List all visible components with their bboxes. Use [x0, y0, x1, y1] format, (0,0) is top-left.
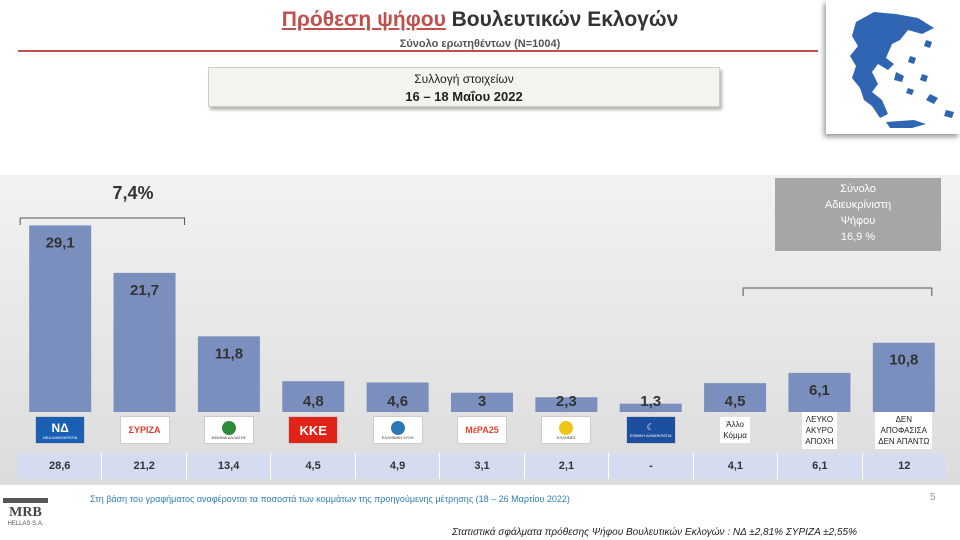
bar-value-label: 10,8 — [889, 352, 918, 369]
bar-value-label: 4,8 — [303, 393, 324, 410]
previous-value: 4,9 — [356, 453, 441, 479]
previous-value: 6,1 — [778, 453, 863, 479]
difference-bracket — [19, 217, 186, 225]
bar-value-label: 29,1 — [46, 234, 75, 251]
logo-badge: ΝΔ ΝΕΑ ΔΗΜΟΚΡΑΤΙΑ — [35, 416, 86, 444]
page-number: 5 — [930, 492, 936, 503]
bar-value-label: 6,1 — [809, 382, 830, 399]
previous-value: 28,6 — [18, 453, 103, 479]
logo-badge: ΚΙΝΗΜΑ ΑΛΛΑΓΗΣ — [203, 416, 254, 444]
party-logo-11: ΔΕΝ ΑΠΟΦΑΣΙΣΑ ΔΕΝ ΑΠΑΝΤΩ — [875, 411, 933, 449]
category-label: Άλλο Κόμμα — [720, 417, 750, 443]
period-label: Συλλογή στοιχείων — [414, 72, 514, 86]
bar-4 — [282, 381, 345, 412]
party-logo-10: ΛΕΥΚΟ ΑΚΥΡΟ ΑΠΟΧΗ — [790, 411, 848, 449]
bar-value-label: 3 — [478, 393, 486, 410]
bar-value-label: 21,7 — [130, 282, 159, 299]
title-part-2: Βουλευτικών Εκλογών — [451, 8, 679, 31]
previous-value: 13,4 — [187, 453, 272, 479]
party-logo-3: ΚΙΝΗΜΑ ΑΛΛΑΓΗΣ — [200, 414, 258, 446]
logo-badge: ☾ ΕΘΝΙΚΗ ΔΗΜΟΚΡΑΤΙΑ — [625, 416, 676, 444]
bar-9 — [704, 383, 767, 412]
title-divider — [18, 50, 818, 52]
previous-value: 2,1 — [525, 453, 610, 479]
bar-7 — [535, 397, 598, 412]
undecided-line-3: Ψήφου — [840, 215, 876, 227]
undecided-line-4: 16,9 % — [840, 231, 876, 243]
previous-value: 4,1 — [694, 453, 779, 479]
bar-5 — [366, 382, 429, 412]
bar-10 — [788, 372, 851, 412]
undecided-line-1: Σύνολο — [840, 183, 876, 195]
logo-badge: ΕΛΛΗΝΕΣ — [541, 416, 592, 444]
error-margin-note: Στατιστικά σφάλματα πρόθεσης Ψήφου Βουλε… — [452, 527, 857, 538]
brand-subtitle: HELLAS S.A. — [7, 521, 44, 527]
previous-value: 4,5 — [271, 453, 356, 479]
bar-6 — [451, 392, 513, 412]
previous-value: - — [609, 453, 694, 479]
bar-1 — [29, 225, 92, 412]
undecided-line-2: Αδιευκρίνιστη — [824, 199, 892, 211]
previous-measurement-row: 28,6 21,2 13,4 4,5 4,9 3,1 2,1 - 4,1 6,1… — [18, 453, 946, 479]
logo-badge: ΚΚΕ — [288, 416, 339, 444]
mrb-logo: MRB HELLAS S.A. — [3, 498, 48, 527]
bar-value-label: 2,3 — [556, 393, 577, 410]
category-label: ΔΕΝ ΑΠΟΦΑΣΙΣΑ ΔΕΝ ΑΠΑΝΤΩ — [875, 411, 933, 449]
bar-2 — [113, 272, 176, 412]
footnote: Στη βάση του γραφήματος αναφέρονται τα π… — [90, 494, 570, 504]
party-logo-4: ΚΚΕ — [284, 414, 342, 446]
bar-value-label: 4,5 — [725, 393, 746, 410]
title-part-1: Πρόθεση ψήφου — [281, 8, 446, 31]
bar-11 — [872, 342, 935, 412]
data-collection-box: Συλλογή στοιχείων 16 – 18 Μαΐου 2022 — [208, 67, 720, 107]
party-logo-2: ΣΥΡΙΖΑ — [116, 414, 174, 446]
bar-value-label: 4,6 — [387, 393, 408, 410]
party-logo-8: ☾ ΕΘΝΙΚΗ ΔΗΜΟΚΡΑΤΙΑ — [622, 414, 680, 446]
category-label: ΛΕΥΚΟ ΑΚΥΡΟ ΑΠΟΧΗ — [802, 411, 837, 449]
logo-badge: ΕΛΛΗΝΙΚΗ ΛΥΣΗ — [372, 416, 423, 444]
page-subtitle: Σύνολο ερωτηθέντων (Ν=1004) — [399, 38, 561, 50]
bar-3 — [197, 336, 260, 412]
logo-badge: ΜέΡΑ25 — [457, 416, 507, 444]
party-logo-9: Άλλο Κόμμα — [706, 414, 764, 446]
previous-value: 21,2 — [102, 453, 187, 479]
period-dates: 16 – 18 Μαΐου 2022 — [405, 89, 523, 104]
party-logo-1: ΝΔ ΝΕΑ ΔΗΜΟΚΡΑΤΙΑ — [31, 414, 89, 446]
logo-badge: ΣΥΡΙΖΑ — [119, 416, 170, 444]
bar-8 — [619, 403, 682, 412]
party-logo-7: ΕΛΛΗΝΕΣ — [537, 414, 595, 446]
previous-value: 3,1 — [440, 453, 525, 479]
greece-map-icon — [850, 12, 954, 128]
undecided-bracket — [742, 287, 933, 296]
bar-value-label: 1,3 — [640, 393, 661, 410]
previous-value: 12 — [898, 460, 911, 472]
page-title: Πρόθεση ψήφου Βουλευτικών Εκλογών — [0, 8, 960, 32]
party-logo-6: ΜέΡΑ25 — [453, 414, 511, 446]
undecided-summary-box: Σύνολο Αδιευκρίνιστη Ψήφου 16,9 % — [775, 178, 941, 251]
difference-label: 7,4% — [112, 183, 154, 203]
party-logo-5: ΕΛΛΗΝΙΚΗ ΛΥΣΗ — [369, 414, 427, 446]
greece-map — [826, 0, 960, 134]
bar-value-label: 11,8 — [215, 345, 243, 362]
brand-name: MRB — [3, 498, 48, 521]
